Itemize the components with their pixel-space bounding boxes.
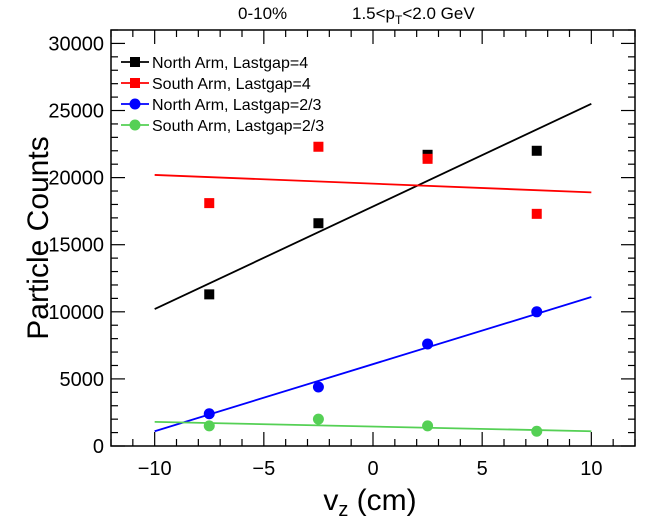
pt-range-label: 1.5<pT<2.0 GeV bbox=[352, 4, 475, 27]
x-axis-title: vz (cm) bbox=[323, 484, 416, 521]
fit-line bbox=[154, 174, 592, 194]
pt-range-subscript: T bbox=[395, 13, 403, 27]
legend-entry-label: North Arm, Lastgap=2/3 bbox=[152, 97, 322, 114]
x-tick-label: −10 bbox=[138, 458, 172, 480]
data-point-square bbox=[422, 153, 433, 164]
x-axis-title-main: v bbox=[323, 484, 338, 517]
x-axis-title-unit: (cm) bbox=[348, 484, 416, 517]
x-tick-label: 10 bbox=[580, 458, 602, 480]
legend-entry-label: South Arm, Lastgap=4 bbox=[152, 76, 311, 93]
data-point-circle bbox=[203, 408, 215, 420]
legend-marker-circle bbox=[129, 98, 141, 110]
fit-lines bbox=[154, 102, 592, 433]
legend-marker-circle bbox=[129, 119, 141, 131]
y-tick-label: 20000 bbox=[48, 168, 104, 190]
legend: North Arm, Lastgap=4 South Arm, Lastgap=4… bbox=[121, 55, 324, 135]
pt-range-suffix: <2.0 GeV bbox=[402, 4, 475, 23]
data-point-square bbox=[313, 218, 324, 229]
y-tick-label: 10000 bbox=[48, 302, 104, 324]
y-tick-label: 30000 bbox=[48, 33, 104, 55]
y-axis-title: Particle Counts bbox=[22, 136, 55, 339]
data-point-circle bbox=[312, 381, 324, 393]
header: 0-10% 1.5<pT<2.0 GeV bbox=[238, 4, 475, 27]
data-point-square bbox=[313, 141, 324, 152]
data-point-square bbox=[204, 198, 215, 209]
y-tick-label: 15000 bbox=[48, 235, 104, 257]
data-point-circle bbox=[203, 420, 215, 432]
centrality-label: 0-10% bbox=[238, 4, 287, 23]
data-point-square bbox=[204, 289, 215, 300]
legend-marker-square bbox=[130, 78, 140, 88]
data-point-square bbox=[531, 145, 542, 156]
data-point-circle bbox=[531, 306, 543, 318]
x-tick-label: −5 bbox=[252, 458, 275, 480]
legend-marker-square bbox=[130, 57, 140, 67]
data-point-circle bbox=[531, 425, 543, 437]
data-markers bbox=[203, 141, 543, 437]
fit-line bbox=[154, 296, 592, 433]
y-tick-label: 25000 bbox=[48, 101, 104, 123]
data-point-circle bbox=[422, 338, 434, 350]
x-axis: −10 −5 0 5 10 bbox=[110, 30, 636, 480]
pt-range-prefix: 1.5<p bbox=[352, 4, 395, 23]
x-tick-label: 5 bbox=[477, 458, 488, 480]
x-axis-title-subscript: z bbox=[338, 499, 348, 521]
legend-entry-label: South Arm, Lastgap=2/3 bbox=[152, 118, 324, 135]
data-point-circle bbox=[422, 420, 434, 432]
data-point-circle bbox=[312, 413, 324, 425]
legend-entry-label: North Arm, Lastgap=4 bbox=[152, 55, 308, 72]
y-axis: 0 5000 10000 15000 20000 25000 30000 bbox=[48, 29, 635, 458]
y-tick-label: 0 bbox=[93, 436, 104, 458]
data-point-square bbox=[531, 208, 542, 219]
fit-line bbox=[154, 102, 592, 310]
y-tick-label: 5000 bbox=[60, 369, 105, 391]
x-tick-label: 0 bbox=[367, 458, 378, 480]
fit-line bbox=[154, 420, 592, 433]
